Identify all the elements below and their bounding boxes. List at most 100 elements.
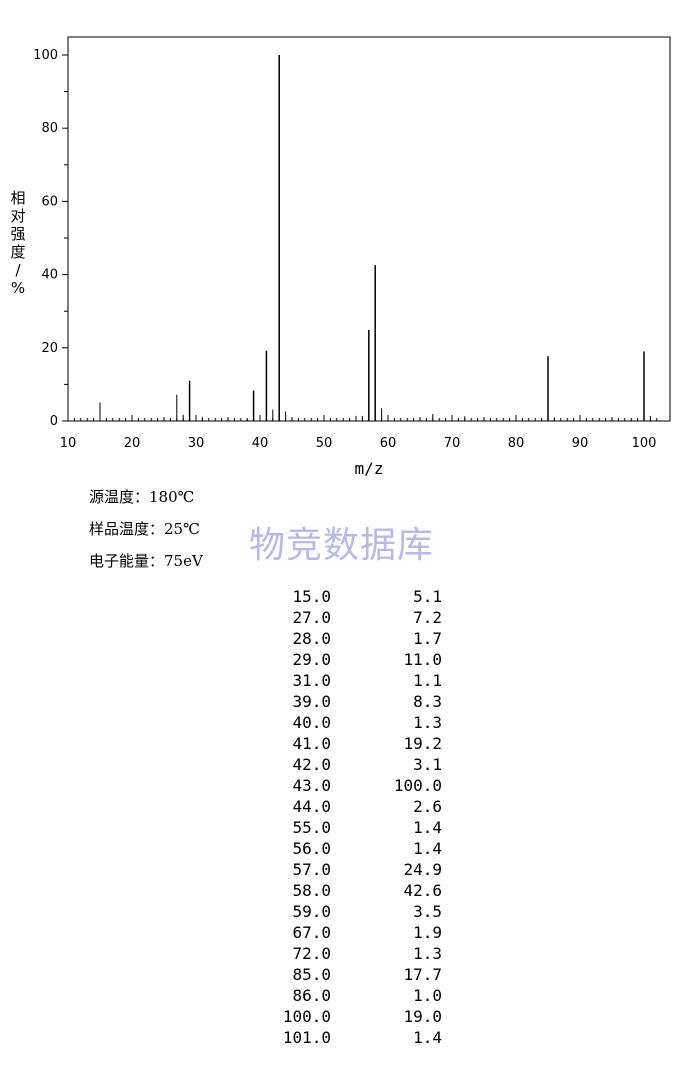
mz-value: 40.0 [292, 713, 331, 732]
x-tick-label: 40 [252, 436, 269, 451]
intensity-value: 5.1 [413, 587, 442, 606]
table-row: 28.0 1.7 [270, 628, 450, 649]
intensity-value: 2.6 [413, 797, 442, 816]
y-axis-label-char: 对 [10, 207, 25, 225]
condition-value: 25℃ [164, 520, 200, 538]
x-tick-label: 10 [60, 436, 77, 451]
table-row: 85.0 17.7 [270, 964, 450, 985]
x-tick-label: 100 [632, 436, 657, 451]
y-tick-label: 100 [33, 48, 58, 63]
table-row: 31.0 1.1 [270, 670, 450, 691]
table-row: 44.0 2.6 [270, 796, 450, 817]
table-row: 39.0 8.3 [270, 691, 450, 712]
table-row: 86.0 1.0 [270, 985, 450, 1006]
table-row: 56.0 1.4 [270, 838, 450, 859]
intensity-value: 1.3 [413, 713, 442, 732]
condition-electron-energy: 电子能量：75eV [89, 550, 203, 571]
table-row: 72.0 1.3 [270, 943, 450, 964]
mass-spectrum-chart: 0 20 40 60 80 100 10 20 30 40 50 60 70 80 90 100 m/z 相… [10, 36, 671, 478]
y-tick-label: 40 [41, 268, 58, 283]
mz-value: 15.0 [292, 587, 331, 606]
x-tick-label: 70 [444, 436, 461, 451]
condition-sample-temp: 样品温度：25℃ [89, 518, 200, 539]
x-tick-label: 60 [380, 436, 397, 451]
intensity-value: 3.1 [413, 755, 442, 774]
mz-value: 67.0 [292, 923, 331, 942]
x-tick-label: 30 [188, 436, 205, 451]
intensity-value: 1.7 [413, 629, 442, 648]
intensity-value: 11.0 [403, 650, 442, 669]
condition-value: 75eV [164, 552, 203, 570]
mz-value: 28.0 [292, 629, 331, 648]
condition-label: 电子能量： [89, 552, 165, 570]
condition-label: 样品温度： [89, 520, 165, 538]
mz-value: 55.0 [292, 818, 331, 837]
mz-value: 101.0 [282, 1028, 331, 1047]
mz-value: 100.0 [282, 1007, 331, 1026]
spectrum-peaks [99, 55, 651, 421]
table-row: 59.0 3.5 [270, 901, 450, 922]
mz-value: 85.0 [292, 965, 331, 984]
mz-value: 39.0 [292, 692, 331, 711]
watermark: 物竞数据库 [249, 525, 435, 566]
intensity-value: 1.9 [413, 923, 442, 942]
intensity-value: 1.3 [413, 944, 442, 963]
mz-value: 42.0 [292, 755, 331, 774]
y-tick-label: 60 [41, 194, 58, 209]
mz-value: 72.0 [292, 944, 331, 963]
mz-value: 41.0 [292, 734, 331, 753]
table-row: 42.0 3.1 [270, 754, 450, 775]
x-tick-label: 90 [572, 436, 589, 451]
y-tick-label: 20 [41, 341, 58, 356]
x-tick-label: 50 [316, 436, 333, 451]
y-axis-label-char: % [11, 279, 25, 297]
table-row: 29.0 11.0 [270, 649, 450, 670]
y-axis-ticks: 0 20 40 60 80 100 [33, 48, 68, 429]
x-tick-label: 80 [508, 436, 525, 451]
intensity-value: 17.7 [403, 965, 442, 984]
table-row: 15.0 5.1 [270, 586, 450, 607]
mz-value: 59.0 [292, 902, 331, 921]
mz-value: 29.0 [292, 650, 331, 669]
y-axis-label-char: 相 [10, 189, 25, 207]
intensity-value: 100.0 [393, 776, 442, 795]
intensity-value: 1.0 [413, 986, 442, 1005]
mz-value: 86.0 [292, 986, 331, 1005]
y-axis-label-char: 强 [10, 225, 25, 243]
y-tick-label: 0 [50, 414, 58, 429]
table-row: 67.0 1.9 [270, 922, 450, 943]
mz-value: 43.0 [292, 776, 331, 795]
y-axis-label: 相对强度/% [10, 189, 25, 297]
y-axis-label-char: 度 [10, 243, 25, 261]
table-row: 57.0 24.9 [270, 859, 450, 880]
mz-value: 56.0 [292, 839, 331, 858]
x-tick-label: 20 [124, 436, 141, 451]
y-tick-label: 80 [41, 121, 58, 136]
mz-value: 44.0 [292, 797, 331, 816]
condition-value: 180℃ [149, 488, 195, 506]
mz-value: 31.0 [292, 671, 331, 690]
table-row: 58.0 42.6 [270, 880, 450, 901]
table-row: 55.0 1.4 [270, 817, 450, 838]
table-row: 27.0 7.2 [270, 607, 450, 628]
intensity-value: 8.3 [413, 692, 442, 711]
x-axis-ticks: 10 20 30 40 50 60 70 80 90 100 [60, 415, 658, 451]
intensity-value: 1.1 [413, 671, 442, 690]
intensity-value: 1.4 [413, 818, 442, 837]
intensity-value: 3.5 [413, 902, 442, 921]
table-row: 43.0 100.0 [270, 775, 450, 796]
intensity-value: 24.9 [403, 860, 442, 879]
intensity-value: 42.6 [403, 881, 442, 900]
intensity-value: 19.0 [403, 1007, 442, 1026]
mz-value: 57.0 [292, 860, 331, 879]
intensity-value: 19.2 [403, 734, 442, 753]
intensity-value: 1.4 [413, 839, 442, 858]
condition-source-temp: 源温度：180℃ [89, 486, 194, 507]
peak-table: 15.0 5.1 27.0 7.2 28.0 1.7 29.0 11.0 31.0 1.1 39.0… [270, 586, 450, 1048]
y-axis-label-char: / [15, 261, 21, 279]
table-row: 40.0 1.3 [270, 712, 450, 733]
x-axis-label: m/z [355, 459, 384, 478]
condition-label: 源温度： [89, 488, 150, 506]
intensity-value: 1.4 [413, 1028, 442, 1047]
intensity-value: 7.2 [413, 608, 442, 627]
